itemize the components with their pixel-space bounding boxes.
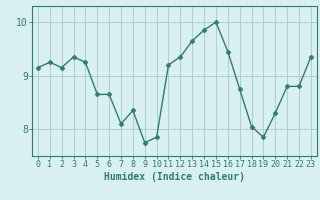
X-axis label: Humidex (Indice chaleur): Humidex (Indice chaleur) (104, 172, 245, 182)
